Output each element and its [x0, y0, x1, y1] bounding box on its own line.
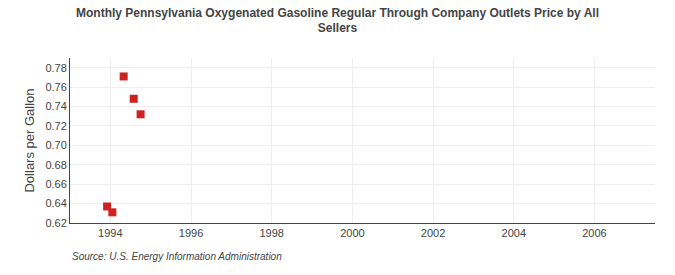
svg-text:2006: 2006 [582, 227, 606, 239]
svg-text:0.66: 0.66 [45, 178, 66, 190]
svg-text:2000: 2000 [340, 227, 364, 239]
svg-text:2002: 2002 [421, 227, 445, 239]
svg-text:0.78: 0.78 [45, 62, 66, 74]
svg-text:0.68: 0.68 [45, 159, 66, 171]
svg-text:1998: 1998 [259, 227, 283, 239]
svg-text:Monthly Pennsylvania Oxygenate: Monthly Pennsylvania Oxygenated Gasoline… [76, 6, 599, 36]
svg-text:0.72: 0.72 [45, 120, 66, 132]
svg-text:0.62: 0.62 [45, 217, 66, 229]
svg-text:0.74: 0.74 [45, 100, 66, 112]
svg-text:2004: 2004 [502, 227, 526, 239]
svg-text:0.76: 0.76 [45, 81, 66, 93]
svg-text:Source: U.S. Energy Informatio: Source: U.S. Energy Information Administ… [72, 251, 282, 262]
svg-text:1994: 1994 [98, 227, 122, 239]
svg-text:Dollars per Gallon: Dollars per Gallon [22, 88, 37, 192]
svg-text:0.64: 0.64 [45, 197, 66, 209]
svg-text:0.70: 0.70 [45, 139, 66, 151]
svg-text:1996: 1996 [179, 227, 203, 239]
